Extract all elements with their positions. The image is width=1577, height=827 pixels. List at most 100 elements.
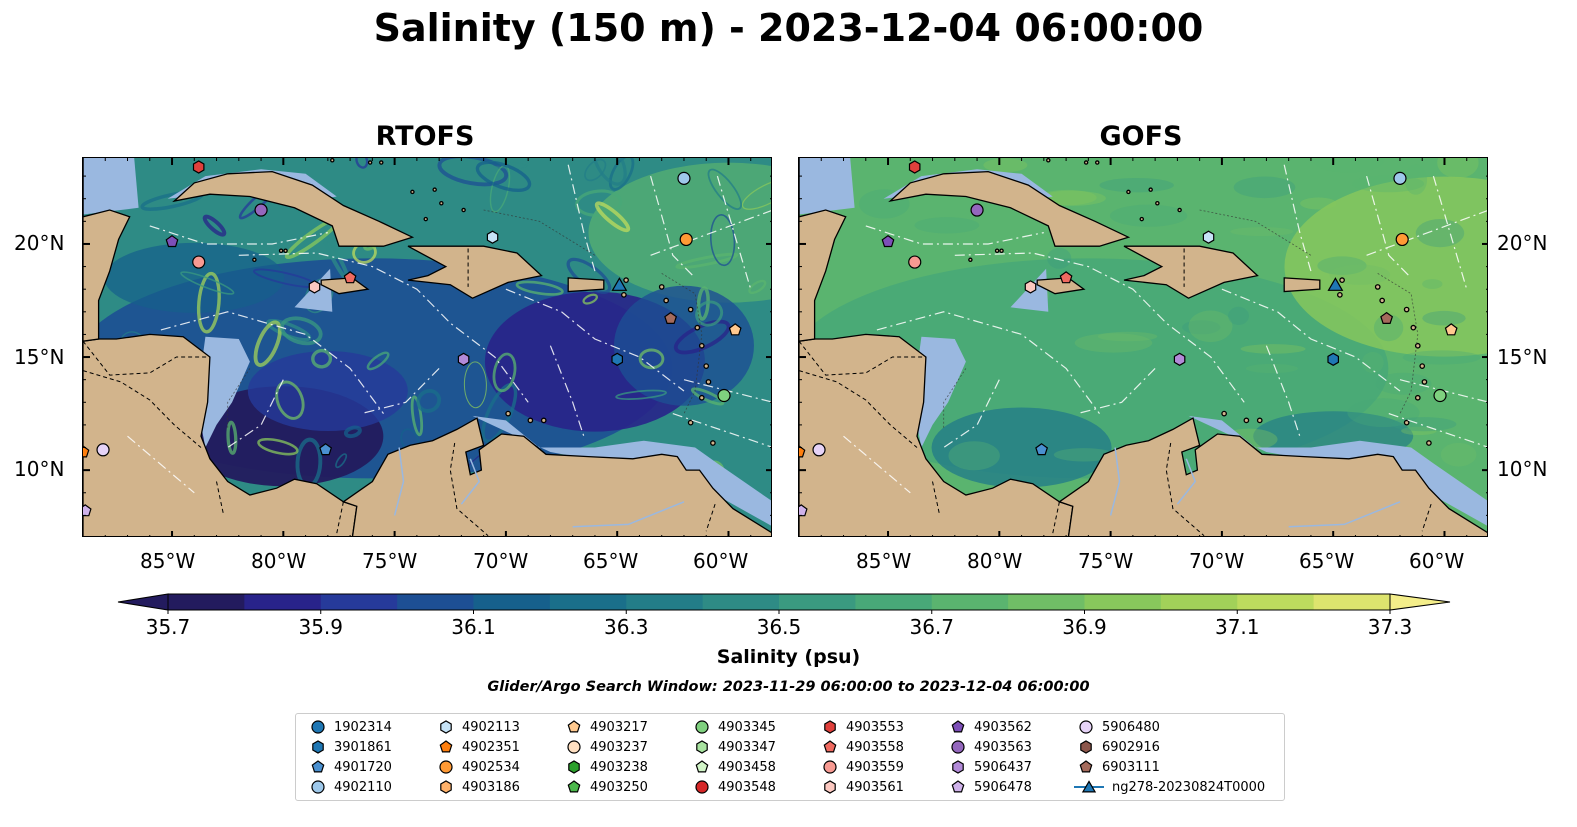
legend-circle-icon xyxy=(695,720,709,734)
search-window-text: Glider/Argo Search Window: 2023-11-29 06… xyxy=(487,679,1090,695)
float-ng278-20230824T0000 xyxy=(1327,277,1344,291)
bathymetry-contours xyxy=(227,209,703,430)
lon-tick-85w-left: 85°W xyxy=(140,549,196,573)
legend-marker-icon xyxy=(440,780,452,794)
colorbar-segment xyxy=(244,594,322,610)
axis-ticks xyxy=(83,158,771,536)
legend-label: 4903458 xyxy=(718,759,776,775)
lon-tick-80w-right: 80°W xyxy=(967,549,1023,573)
legend-marker-icon xyxy=(951,720,965,733)
legend-item: 5906480 xyxy=(1072,717,1160,737)
lon-tick-60w-left: 60°W xyxy=(693,549,749,573)
float-4902351 xyxy=(83,445,90,458)
legend-label: 4901720 xyxy=(334,759,392,775)
legend-label: 4903563 xyxy=(974,739,1032,755)
legend-marker-icon xyxy=(951,780,965,793)
legend-marker-icon xyxy=(311,760,325,773)
legend-marker-icon xyxy=(824,720,836,734)
legend-item: 4903561 xyxy=(816,777,904,797)
map-gofs-canvas xyxy=(799,158,1487,536)
colorbar-tick-label: 37.3 xyxy=(1368,615,1413,639)
salinity-field xyxy=(83,158,771,536)
colorbar-tick-label: 36.1 xyxy=(451,615,496,639)
legend-label: 4902534 xyxy=(462,759,520,775)
legend-label: 4903217 xyxy=(590,719,648,735)
legend-marker-icon xyxy=(695,760,709,773)
legend-item: 6903111 xyxy=(1072,757,1160,777)
colorbar-segment xyxy=(779,594,856,610)
figure-title: Salinity (150 m) - 2023-12-04 06:00:00 xyxy=(373,6,1204,50)
legend-pentagon-icon xyxy=(311,760,325,773)
legend-pentagon-icon xyxy=(1079,760,1093,773)
legend-marker-icon xyxy=(823,740,837,753)
map-gofs[interactable] xyxy=(798,157,1488,537)
legend-item: 4902113 xyxy=(432,717,520,737)
float-4902113 xyxy=(486,230,499,244)
legend-label: 4903250 xyxy=(590,779,648,795)
panel-title-gofs: GOFS xyxy=(1099,121,1183,152)
legend-marker-icon xyxy=(1079,720,1093,734)
float-4903345 xyxy=(1433,388,1447,403)
legend-label: 4903238 xyxy=(590,759,648,775)
legend-item: 4903347 xyxy=(688,737,776,757)
float-4903553 xyxy=(908,160,921,174)
legend-marker-icon xyxy=(1080,740,1092,754)
legend-label: 4903562 xyxy=(974,719,1032,735)
colorbar-tick-label: 36.3 xyxy=(604,615,649,639)
legend-label: 4903561 xyxy=(846,779,904,795)
float-6903111 xyxy=(1380,311,1394,324)
legend-label: ng278-20230824T0000 xyxy=(1112,779,1266,795)
colorbar-tick-label: 36.7 xyxy=(909,615,954,639)
country-borders xyxy=(83,248,716,536)
float-4902110 xyxy=(677,171,691,185)
float-3901861 xyxy=(611,352,624,366)
legend-pentagon-icon xyxy=(439,740,453,753)
colorbar-tick-label: 37.1 xyxy=(1215,615,1260,639)
legend-marker-icon xyxy=(824,780,836,794)
float-5906437 xyxy=(1173,352,1186,366)
legend-label: 4903347 xyxy=(718,739,776,755)
colorbar-segment xyxy=(1084,594,1162,610)
colorbar-extend-min xyxy=(117,593,169,611)
legend-hexagon-icon xyxy=(824,780,836,794)
legend-circle-icon xyxy=(311,720,325,734)
float-ng278-20230824T0000 xyxy=(611,277,628,291)
float-4903345 xyxy=(717,388,731,403)
colorbar-segment xyxy=(702,594,780,610)
colorbar-segment xyxy=(1008,594,1085,610)
lat-tick-15n-left: 15°N xyxy=(14,345,65,369)
legend-label: 5906478 xyxy=(974,779,1032,795)
colorbar-extend-max xyxy=(1389,593,1451,611)
legend-item: 4902351 xyxy=(432,737,520,757)
legend-label: 4903548 xyxy=(718,779,776,795)
legend-label: 5906437 xyxy=(974,759,1032,775)
legend-item: 4903458 xyxy=(688,757,776,777)
bathymetry-contours xyxy=(943,209,1419,430)
colorbar-segment xyxy=(1237,594,1315,610)
legend-marker-icon xyxy=(695,720,709,734)
legend-marker-icon xyxy=(567,780,581,793)
legend-marker-icon xyxy=(1074,780,1104,793)
float-4903559 xyxy=(192,255,206,269)
float-4903561 xyxy=(308,280,321,294)
colorbar-segment xyxy=(320,594,398,610)
axis-ticks xyxy=(799,158,1487,536)
colorbar-segment xyxy=(1160,594,1238,610)
colorbar-segment xyxy=(931,594,1009,610)
legend-marker-icon xyxy=(696,740,708,754)
legend-circle-icon xyxy=(823,760,837,774)
legend-marker-icon xyxy=(951,740,965,754)
legend-item: 4901720 xyxy=(304,757,392,777)
legend-item: 5906478 xyxy=(944,777,1032,797)
legend-item: ng278-20230824T0000 xyxy=(1072,777,1265,797)
float-4903559 xyxy=(908,255,922,269)
lon-tick-85w-right: 85°W xyxy=(856,549,912,573)
float-4903558 xyxy=(1059,271,1073,284)
colorbar-tick-label: 35.7 xyxy=(146,615,191,639)
map-rtofs[interactable] xyxy=(82,157,772,537)
colorbar-segment xyxy=(855,594,933,610)
colorbar-segment xyxy=(473,594,551,610)
float-4902534 xyxy=(1395,232,1409,247)
float-3901861 xyxy=(1327,352,1340,366)
lat-tick-10n-left: 10°N xyxy=(14,457,65,481)
